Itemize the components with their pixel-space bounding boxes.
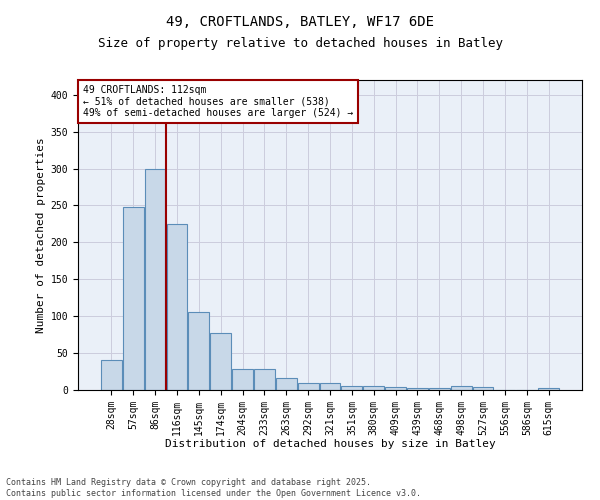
Bar	[101, 360, 122, 390]
Bar	[320, 384, 340, 390]
X-axis label: Distribution of detached houses by size in Batley: Distribution of detached houses by size …	[164, 439, 496, 449]
Text: Contains HM Land Registry data © Crown copyright and database right 2025.
Contai: Contains HM Land Registry data © Crown c…	[6, 478, 421, 498]
Text: 49, CROFTLANDS, BATLEY, WF17 6DE: 49, CROFTLANDS, BATLEY, WF17 6DE	[166, 15, 434, 29]
Bar	[188, 312, 209, 390]
Bar	[145, 168, 166, 390]
Bar	[167, 224, 187, 390]
Bar	[254, 370, 275, 390]
Bar	[538, 388, 559, 390]
Y-axis label: Number of detached properties: Number of detached properties	[37, 137, 46, 333]
Bar	[364, 386, 384, 390]
Bar	[451, 386, 472, 390]
Bar	[276, 378, 296, 390]
Bar	[210, 333, 231, 390]
Bar	[298, 382, 319, 390]
Bar	[123, 207, 143, 390]
Bar	[341, 386, 362, 390]
Bar	[407, 388, 428, 390]
Bar	[385, 387, 406, 390]
Bar	[232, 370, 253, 390]
Bar	[429, 388, 450, 390]
Text: Size of property relative to detached houses in Batley: Size of property relative to detached ho…	[97, 38, 503, 51]
Bar	[473, 387, 493, 390]
Text: 49 CROFTLANDS: 112sqm
← 51% of detached houses are smaller (538)
49% of semi-det: 49 CROFTLANDS: 112sqm ← 51% of detached …	[83, 84, 353, 118]
